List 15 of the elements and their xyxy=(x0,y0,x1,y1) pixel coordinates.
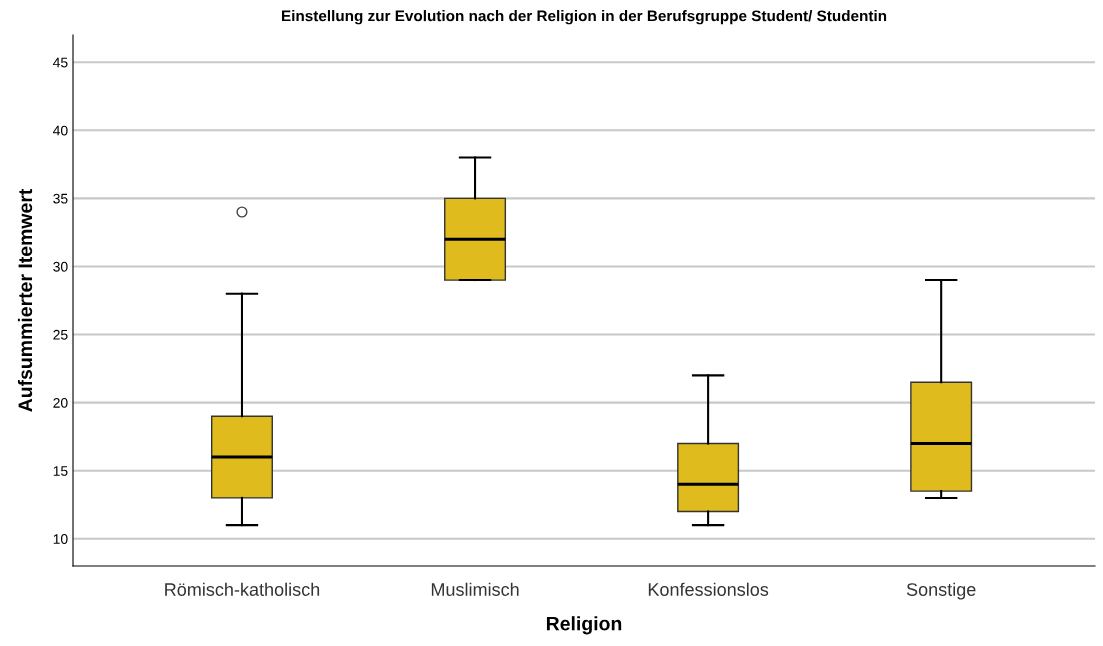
x-tick-label: Konfessionslos xyxy=(648,582,769,596)
x-tick-label: Römisch-katholisch xyxy=(165,582,320,596)
y-tick-label: 15 xyxy=(53,466,68,476)
x-tick-label: Muslimisch xyxy=(431,582,519,596)
y-axis-title: Aufsummierter Itemwert xyxy=(17,188,33,412)
chart-title: Einstellung zur Evolution nach der Religion in der Berufsgruppe Student/ Studentin xyxy=(282,10,887,25)
x-tick-label: Sonstige xyxy=(906,582,976,600)
y-tick-label: 30 xyxy=(53,261,68,272)
y-tick-label: 10 xyxy=(53,534,68,544)
y-tick-label: 35 xyxy=(53,193,68,204)
y-tick-label: 45 xyxy=(53,57,68,68)
x-axis-title: Religion xyxy=(546,616,622,635)
y-tick-label: 20 xyxy=(53,397,68,408)
y-tick-label: 25 xyxy=(53,329,68,340)
y-tick-label: 40 xyxy=(53,125,68,136)
